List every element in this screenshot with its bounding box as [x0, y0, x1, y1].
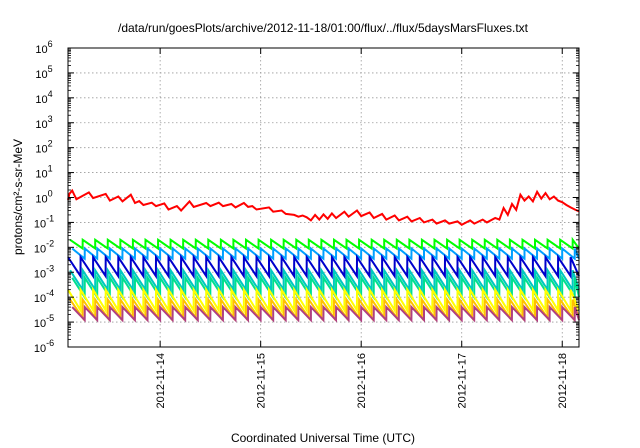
y-tick-label: 10-4 [34, 288, 54, 305]
series-line [71, 246, 580, 261]
y-tick-label: 104 [35, 89, 52, 106]
series-lines [67, 188, 580, 323]
series-line [67, 286, 580, 314]
series-line [69, 236, 580, 251]
y-tick-label: 101 [35, 164, 52, 181]
y-tick-label: 10-3 [34, 263, 54, 280]
y-tick-label: 10-2 [34, 238, 54, 255]
series-line [71, 304, 580, 323]
x-tick-label: 2012-11-15 [256, 353, 268, 408]
series-line [67, 188, 580, 226]
y-tick-label: 105 [35, 64, 52, 81]
y-tick-label: 10-5 [34, 313, 54, 330]
series-line [69, 296, 580, 321]
y-tick-label: 103 [35, 114, 52, 131]
series-line [69, 266, 580, 294]
y-tick-label: 100 [35, 189, 52, 206]
x-tick-label: 2012-11-18 [557, 353, 569, 408]
x-tick-label: 2012-11-16 [356, 353, 368, 408]
y-tick-label: 10-1 [34, 213, 54, 230]
y-axis-ticks: 10-6 10-5 10-4 10-3 10-2 10-1 100 101 102 103 104 1… [34, 39, 579, 355]
y-tick-label: 10-6 [34, 338, 54, 355]
x-axis-label: Coordinated Universal Time (UTC) [231, 431, 415, 445]
x-tick-label: 2012-11-17 [457, 353, 469, 408]
series-line [71, 274, 580, 301]
y-axis-label: protons/cm²-s-sr-MeV [11, 139, 25, 255]
y-tick-label: 106 [35, 39, 52, 56]
x-axis-ticks: 2012-11-14 2012-11-15 2012-11-16 2012-11-17… [155, 48, 569, 408]
chart-title: /data/run/goesPlots/archive/2012-11-18/0… [118, 21, 529, 35]
series-line [67, 253, 580, 280]
y-tick-label: 102 [35, 139, 52, 156]
x-tick-label: 2012-11-14 [155, 353, 167, 408]
